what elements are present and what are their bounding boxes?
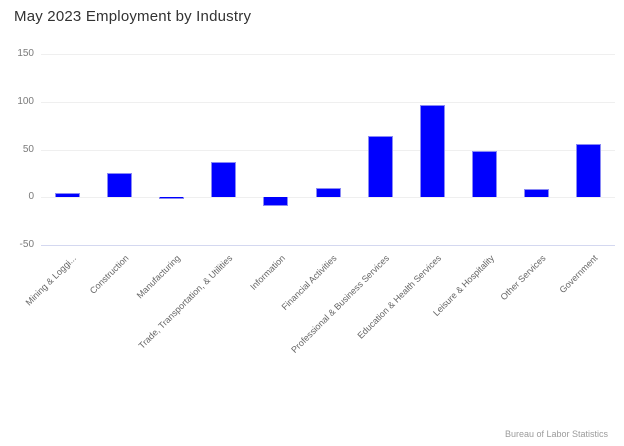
y-tick-label: 0 [28,191,34,202]
bar [263,197,288,206]
x-axis-label: Government [557,253,600,296]
x-axis-label: Manufacturing [135,253,183,301]
gridline [41,150,615,151]
gridline [41,197,615,198]
bar [316,187,341,198]
bar [211,161,236,198]
x-axis-label: Other Services [498,253,548,303]
y-tick-label: 100 [17,96,34,107]
chart-title: May 2023 Employment by Industry [14,8,252,25]
y-tick-label: 150 [17,48,34,59]
x-axis-label: Financial Activities [280,253,340,313]
y-tick-label: -50 [19,239,34,250]
credit-text: Bureau of Labor Statistics [504,429,608,439]
y-tick-label: 50 [22,144,34,155]
x-axis-line [41,245,615,246]
bar [524,188,549,198]
bar [368,136,393,198]
bar [107,173,132,198]
x-axis-label: Construction [87,253,131,296]
bar [159,197,184,200]
gridline [41,102,615,103]
bar [420,104,445,198]
x-axis-label: Mining & Loggi... [23,253,79,308]
x-axis-label: Trade, Transportation, & Utilities [136,253,235,351]
x-axis-label: Professional & Business Services [289,253,392,355]
bar [472,151,497,198]
gridline [41,54,615,55]
x-axis-label: Education & Health Services [355,253,444,341]
bar [55,193,80,198]
bar [576,143,601,198]
x-axis-label: Information [247,253,287,292]
